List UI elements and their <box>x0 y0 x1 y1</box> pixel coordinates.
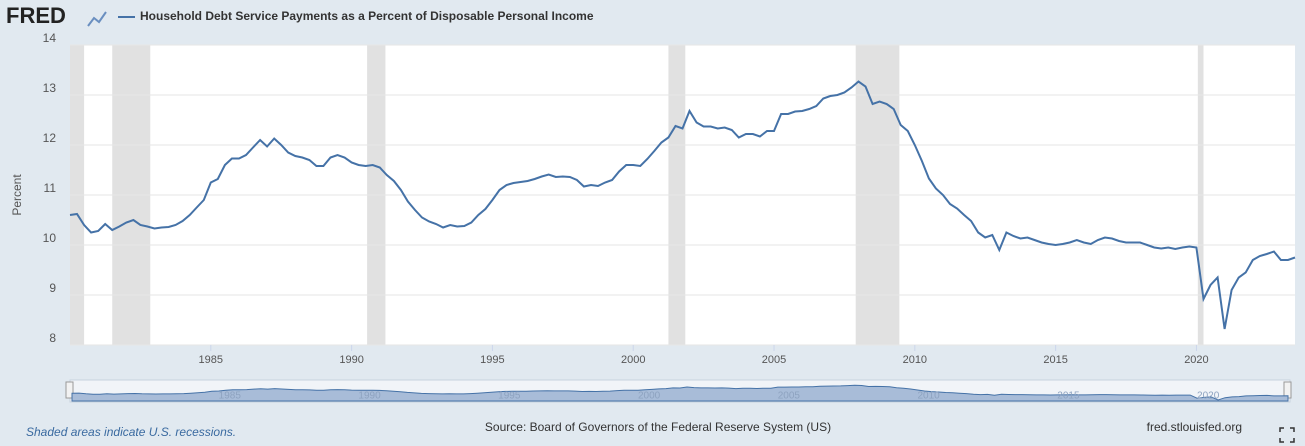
navigator-label: 1990 <box>358 391 381 402</box>
navigator-label: 1995 <box>498 391 521 402</box>
x-tick-label: 1985 <box>199 354 223 366</box>
recession-note: Shaded areas indicate U.S. recessions. <box>26 425 236 439</box>
y-axis-label: Percent <box>10 174 24 216</box>
site[interactable]: fred.stlouisfed.org <box>1147 420 1242 434</box>
y-tick-label: 8 <box>49 331 56 345</box>
y-tick-label: 14 <box>43 31 57 45</box>
series-line <box>69 80 1296 330</box>
legend-label[interactable]: Household Debt Service Payments as a Per… <box>140 9 594 23</box>
grid <box>70 44 1295 346</box>
navigator-series <box>71 384 1289 402</box>
x-tick-label: 2005 <box>762 354 786 366</box>
navigator-label: 2020 <box>1197 391 1220 402</box>
y-tick-label: 12 <box>43 131 57 145</box>
y-tick-label: 11 <box>44 181 57 195</box>
x-tick-label: 2015 <box>1043 354 1067 366</box>
source: Source: Board of Governors of the Federa… <box>485 420 831 434</box>
y-tick-label: 9 <box>49 281 56 295</box>
x-tick-label: 2020 <box>1184 354 1208 366</box>
logo-icon <box>87 11 107 27</box>
y-tick-label: 10 <box>43 231 57 245</box>
navigator-label: 1985 <box>219 391 242 402</box>
navigator-label: 2005 <box>778 391 801 402</box>
navigator-label: 2000 <box>638 391 661 402</box>
x-tick-label: 2010 <box>903 354 927 366</box>
x-tick-label: 1995 <box>480 354 504 366</box>
x-tick-label: 1990 <box>339 354 363 366</box>
logo: FRED <box>6 3 66 28</box>
navigator-label: 2010 <box>917 391 940 402</box>
y-tick-label: 13 <box>43 81 57 95</box>
navigator-label: 2015 <box>1057 391 1080 402</box>
navigator-handle[interactable] <box>65 381 74 399</box>
x-tick-label: 2000 <box>621 354 645 366</box>
fullscreen-icon[interactable] <box>1279 427 1295 443</box>
